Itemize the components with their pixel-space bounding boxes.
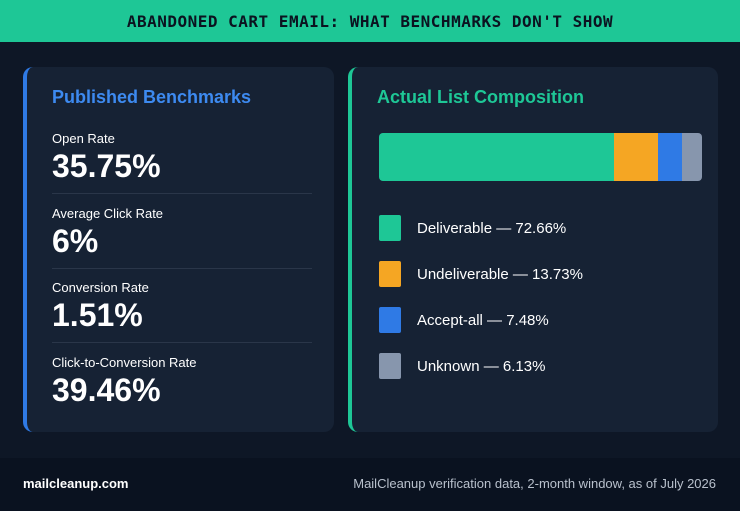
legend-swatch — [379, 353, 401, 379]
metric-label: Average Click Rate — [52, 206, 164, 221]
metric-label: Conversion Rate — [52, 280, 149, 295]
bar-segment-unknown — [682, 133, 702, 181]
legend-item: Unknown — 6.13% — [379, 353, 545, 379]
metric-value: 39.46% — [52, 372, 161, 408]
legend-label: Undeliverable — 13.73% — [417, 265, 583, 283]
metric-divider — [52, 193, 312, 194]
bar-segment-undeliverable — [613, 133, 659, 181]
legend-label: Unknown — 6.13% — [417, 357, 546, 375]
metric-divider — [52, 268, 312, 269]
legend-label: Deliverable — 72.66% — [417, 219, 567, 237]
benchmarks-title: Published Benchmarks — [52, 87, 252, 107]
legend-item: Deliverable — 72.66% — [379, 215, 566, 241]
metric-value: 35.75% — [52, 148, 161, 184]
metric-average-click-rate: Average Click Rate 6% — [52, 206, 312, 260]
metric-value: 1.51% — [52, 297, 143, 333]
legend-label: Accept-all — 7.48% — [417, 311, 549, 329]
metric-conversion-rate: Conversion Rate 1.51% — [52, 280, 312, 334]
bar-segment-accept-all — [658, 133, 683, 181]
bar-segment-deliverable — [379, 133, 614, 181]
page-title: ABANDONED CART EMAIL: WHAT BENCHMARKS DO… — [126, 11, 614, 31]
header-banner: ABANDONED CART EMAIL: WHAT BENCHMARKS DO… — [0, 0, 740, 42]
composition-card: Actual List Composition Deliverable — 72… — [348, 67, 718, 432]
legend-swatch — [379, 261, 401, 287]
metric-divider — [52, 342, 312, 343]
footer: mailcleanup.com MailCleanup verification… — [0, 458, 740, 511]
legend-item: Accept-all — 7.48% — [379, 307, 549, 333]
metric-value: 6% — [52, 223, 99, 259]
metric-open-rate: Open Rate 35.75% — [52, 131, 312, 185]
stacked-bar — [379, 133, 702, 181]
metric-label: Click-to-Conversion Rate — [52, 355, 197, 370]
benchmarks-card: Published Benchmarks Open Rate 35.75% Av… — [23, 67, 334, 432]
legend-item: Undeliverable — 13.73% — [379, 261, 583, 287]
composition-title: Actual List Composition — [377, 87, 584, 107]
legend-swatch — [379, 215, 401, 241]
metric-click-to-conversion-rate: Click-to-Conversion Rate 39.46% — [52, 355, 312, 409]
footer-source: MailCleanup verification data, 2-month w… — [353, 476, 716, 491]
legend-swatch — [379, 307, 401, 333]
metric-label: Open Rate — [52, 131, 115, 146]
footer-brand: mailcleanup.com — [23, 476, 129, 491]
